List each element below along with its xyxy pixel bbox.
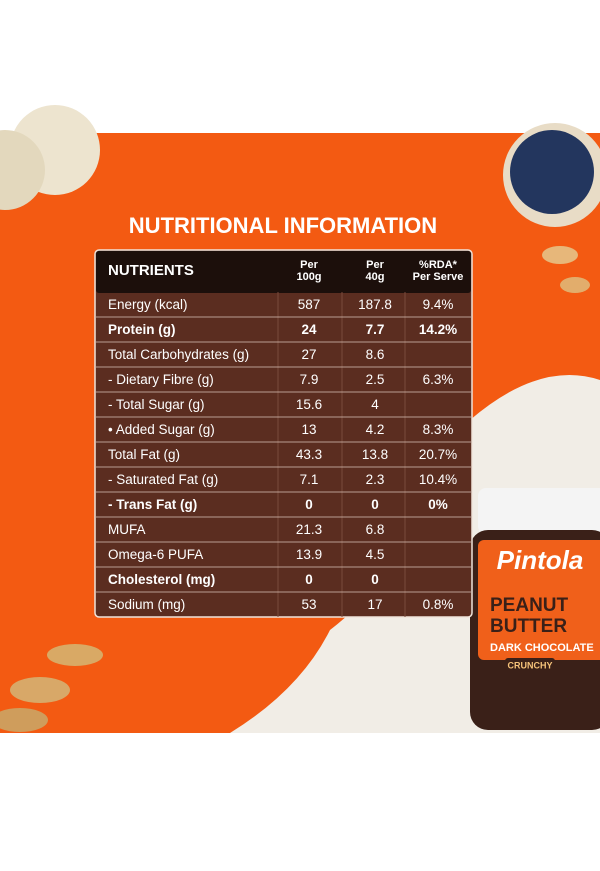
peanut (10, 677, 70, 703)
cell: 27 (301, 347, 316, 362)
cell: 6.8 (366, 522, 385, 537)
cell: 15.6 (296, 397, 322, 412)
header-cell: %RDA* (419, 259, 458, 271)
badge (505, 658, 555, 672)
header-cell: Per (366, 259, 384, 271)
cell: 17 (367, 597, 382, 612)
cell: 13 (301, 422, 316, 437)
header-cell: 100g (296, 271, 321, 283)
cell: 21.3 (296, 522, 322, 537)
cell: Cholesterol (mg) (108, 572, 215, 587)
peanut (47, 644, 103, 666)
cell: 0.8% (423, 597, 454, 612)
cell: 587 (298, 297, 321, 312)
header-cell: NUTRIENTS (108, 262, 194, 279)
cell: 13.8 (362, 447, 388, 462)
product-name: BUTTER (490, 616, 567, 637)
cell: 20.7% (419, 447, 457, 462)
cell: 8.6 (366, 347, 385, 362)
cell: 6.3% (423, 372, 454, 387)
cell: 0 (371, 572, 379, 587)
cell: - Saturated Fat (g) (108, 472, 218, 487)
cell: • Added Sugar (g) (108, 422, 215, 437)
header-cell: Per Serve (413, 271, 464, 283)
cell: Sodium (mg) (108, 597, 185, 612)
header-cell: Per (300, 259, 318, 271)
product-name: PEANUT (490, 595, 569, 616)
cell: Total Carbohydrates (g) (108, 347, 249, 362)
cell: 4 (371, 397, 379, 412)
blueberries (510, 130, 594, 214)
cell: MUFA (108, 522, 146, 537)
cell: 43.3 (296, 447, 322, 462)
peanut (0, 708, 48, 732)
cell: 14.2% (419, 322, 457, 337)
cell: - Dietary Fibre (g) (108, 372, 214, 387)
cell: 4.5 (366, 547, 385, 562)
cell: Omega-6 PUFA (108, 547, 203, 562)
cell: 13.9 (296, 547, 322, 562)
cell: 0% (428, 497, 448, 512)
cell: 0 (371, 497, 379, 512)
texture: CRUNCHY (508, 660, 553, 670)
cell: 7.9 (300, 372, 319, 387)
cell: 2.5 (366, 372, 385, 387)
cell: Total Fat (g) (108, 447, 180, 462)
cell: 7.1 (300, 472, 319, 487)
header-cell: 40g (366, 271, 385, 283)
variant: DARK CHOCOLATE (490, 642, 594, 654)
cell: 187.8 (358, 297, 392, 312)
cell: 4.2 (366, 422, 385, 437)
cell: - Trans Fat (g) (108, 497, 197, 512)
jar-lid (478, 488, 600, 534)
cell: 2.3 (366, 472, 385, 487)
rice-cake (0, 130, 45, 210)
cell: 0 (305, 497, 313, 512)
jar-label (478, 540, 600, 660)
table-header (96, 251, 471, 293)
cell: Protein (g) (108, 322, 176, 337)
peanut (542, 246, 578, 264)
cell: 0 (305, 572, 313, 587)
cell: Energy (kcal) (108, 297, 188, 312)
cell: 10.4% (419, 472, 457, 487)
cell: 9.4% (423, 297, 454, 312)
title: NUTRITIONAL INFORMATION (129, 213, 437, 238)
cell: 53 (301, 597, 316, 612)
peanut (560, 277, 590, 293)
cell: - Total Sugar (g) (108, 397, 205, 412)
brand: Pintola (497, 545, 584, 575)
cell: 24 (301, 322, 317, 337)
cell: 7.7 (366, 322, 385, 337)
cell: 8.3% (423, 422, 454, 437)
